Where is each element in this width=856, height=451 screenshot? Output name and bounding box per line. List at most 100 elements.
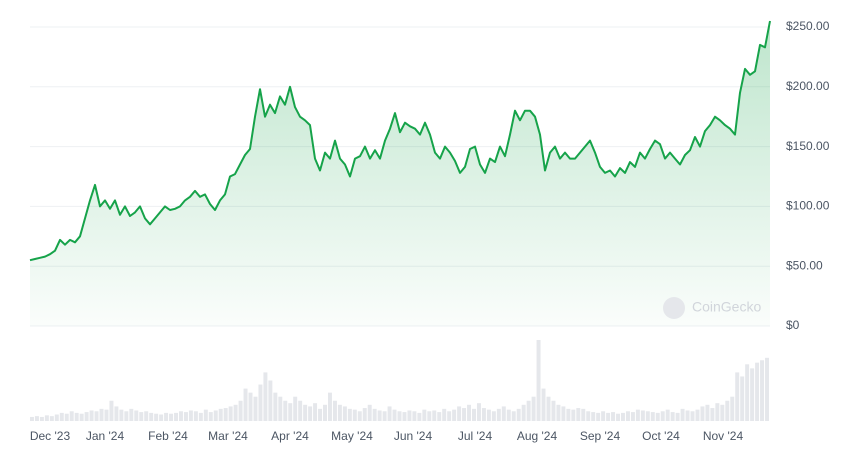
volume-bar bbox=[342, 406, 347, 421]
volume-bar bbox=[193, 411, 198, 421]
volume-bar bbox=[69, 411, 74, 421]
x-tick-label: Dec '23 bbox=[30, 429, 71, 443]
volume-bar bbox=[412, 411, 417, 421]
volume-bar bbox=[228, 406, 233, 421]
volume-bar bbox=[258, 384, 263, 421]
x-tick-label: Jun '24 bbox=[394, 429, 433, 443]
x-tick-label: Sep '24 bbox=[580, 429, 621, 443]
volume-bar bbox=[278, 396, 283, 421]
volume-bar bbox=[725, 400, 730, 421]
volume-bar bbox=[233, 404, 238, 421]
volume-bar bbox=[183, 412, 188, 421]
volume-bar bbox=[491, 411, 496, 421]
volume-bar bbox=[755, 362, 760, 421]
x-tick-label: Apr '24 bbox=[271, 429, 309, 443]
volume-bar bbox=[591, 412, 596, 421]
volume-bar bbox=[695, 409, 700, 421]
volume-bar bbox=[462, 408, 467, 421]
volume-bar bbox=[109, 400, 114, 421]
volume-bar bbox=[765, 357, 769, 421]
volume-bar bbox=[630, 412, 635, 421]
volume-bar bbox=[407, 410, 412, 421]
volume-bar bbox=[208, 412, 213, 421]
volume-bar bbox=[645, 411, 650, 421]
volume-bar bbox=[129, 408, 134, 421]
x-tick-label: May '24 bbox=[331, 429, 373, 443]
volume-bar bbox=[223, 408, 228, 421]
volume-bar bbox=[213, 410, 218, 421]
volume-bar bbox=[164, 412, 169, 421]
volume-bar bbox=[238, 400, 243, 421]
volume-bar bbox=[526, 400, 531, 421]
volume-bar bbox=[735, 372, 740, 421]
volume-bar bbox=[377, 410, 382, 421]
volume-bar bbox=[501, 406, 506, 421]
volume-bar bbox=[586, 411, 591, 421]
volume-bar bbox=[710, 408, 715, 421]
volume-bar bbox=[347, 408, 352, 421]
volume-bar bbox=[546, 396, 551, 421]
volume-bar bbox=[178, 411, 183, 421]
volume-bar bbox=[700, 406, 705, 421]
volume-bar bbox=[457, 406, 462, 421]
volume-bar bbox=[372, 408, 377, 421]
volume-bar bbox=[99, 408, 104, 421]
volume-bar bbox=[511, 411, 516, 421]
volume-bar bbox=[561, 406, 566, 421]
volume-bar bbox=[248, 392, 253, 421]
volume-bar bbox=[640, 410, 645, 421]
watermark: CoinGecko bbox=[663, 297, 761, 319]
volume-bar bbox=[159, 414, 164, 421]
volume-bar bbox=[114, 406, 119, 421]
y-tick-label: $50.00 bbox=[786, 258, 823, 272]
volume-bar bbox=[144, 411, 149, 421]
volume-bar bbox=[427, 411, 432, 421]
volume-bar bbox=[670, 412, 675, 421]
volume-bar bbox=[323, 404, 327, 421]
volume-bar bbox=[486, 409, 491, 421]
volume-bar bbox=[44, 415, 49, 421]
volume-bar bbox=[188, 410, 193, 421]
volume-bar bbox=[198, 412, 203, 421]
volume-bar bbox=[481, 408, 486, 421]
volume-bar bbox=[392, 409, 397, 421]
volume-bar bbox=[174, 412, 178, 421]
area bbox=[30, 21, 770, 326]
volume-bar bbox=[432, 410, 437, 421]
x-tick-label: Jul '24 bbox=[458, 429, 493, 443]
volume-bar bbox=[635, 409, 640, 421]
x-tick-label: Mar '24 bbox=[208, 429, 248, 443]
volume-bar bbox=[660, 411, 665, 421]
volume-bar bbox=[332, 400, 337, 421]
volume-bar bbox=[655, 412, 660, 421]
x-tick-label: Jan '24 bbox=[86, 429, 125, 443]
volume-bar bbox=[293, 396, 298, 421]
volume-bar bbox=[169, 413, 174, 421]
volume-bar bbox=[601, 411, 606, 421]
volume-bar bbox=[30, 416, 34, 421]
volume-bar bbox=[357, 411, 362, 421]
volume-bar bbox=[337, 404, 342, 421]
volume-bar bbox=[720, 404, 725, 421]
volume-bar bbox=[730, 396, 735, 421]
volume-bar bbox=[39, 416, 44, 421]
y-tick-label: $200.00 bbox=[786, 79, 830, 93]
volume-bar bbox=[750, 368, 755, 421]
volume-bar bbox=[253, 396, 258, 421]
volume-bar bbox=[139, 412, 144, 421]
x-tick-label: Aug '24 bbox=[517, 429, 558, 443]
volume-bar bbox=[273, 392, 278, 421]
volume-bar bbox=[506, 409, 511, 421]
volume-bar bbox=[54, 414, 59, 421]
volume-bar bbox=[476, 403, 481, 421]
volume-bar bbox=[665, 409, 670, 421]
volume-bar bbox=[203, 409, 208, 421]
volume-bar bbox=[611, 412, 616, 421]
volume-bar bbox=[621, 412, 625, 421]
volume-bar bbox=[556, 404, 561, 421]
volume-bar bbox=[541, 388, 546, 421]
volume-bar bbox=[318, 408, 323, 421]
volume-bar bbox=[616, 413, 621, 421]
y-tick-label: $0 bbox=[786, 318, 800, 332]
y-tick-label: $250.00 bbox=[786, 19, 830, 33]
